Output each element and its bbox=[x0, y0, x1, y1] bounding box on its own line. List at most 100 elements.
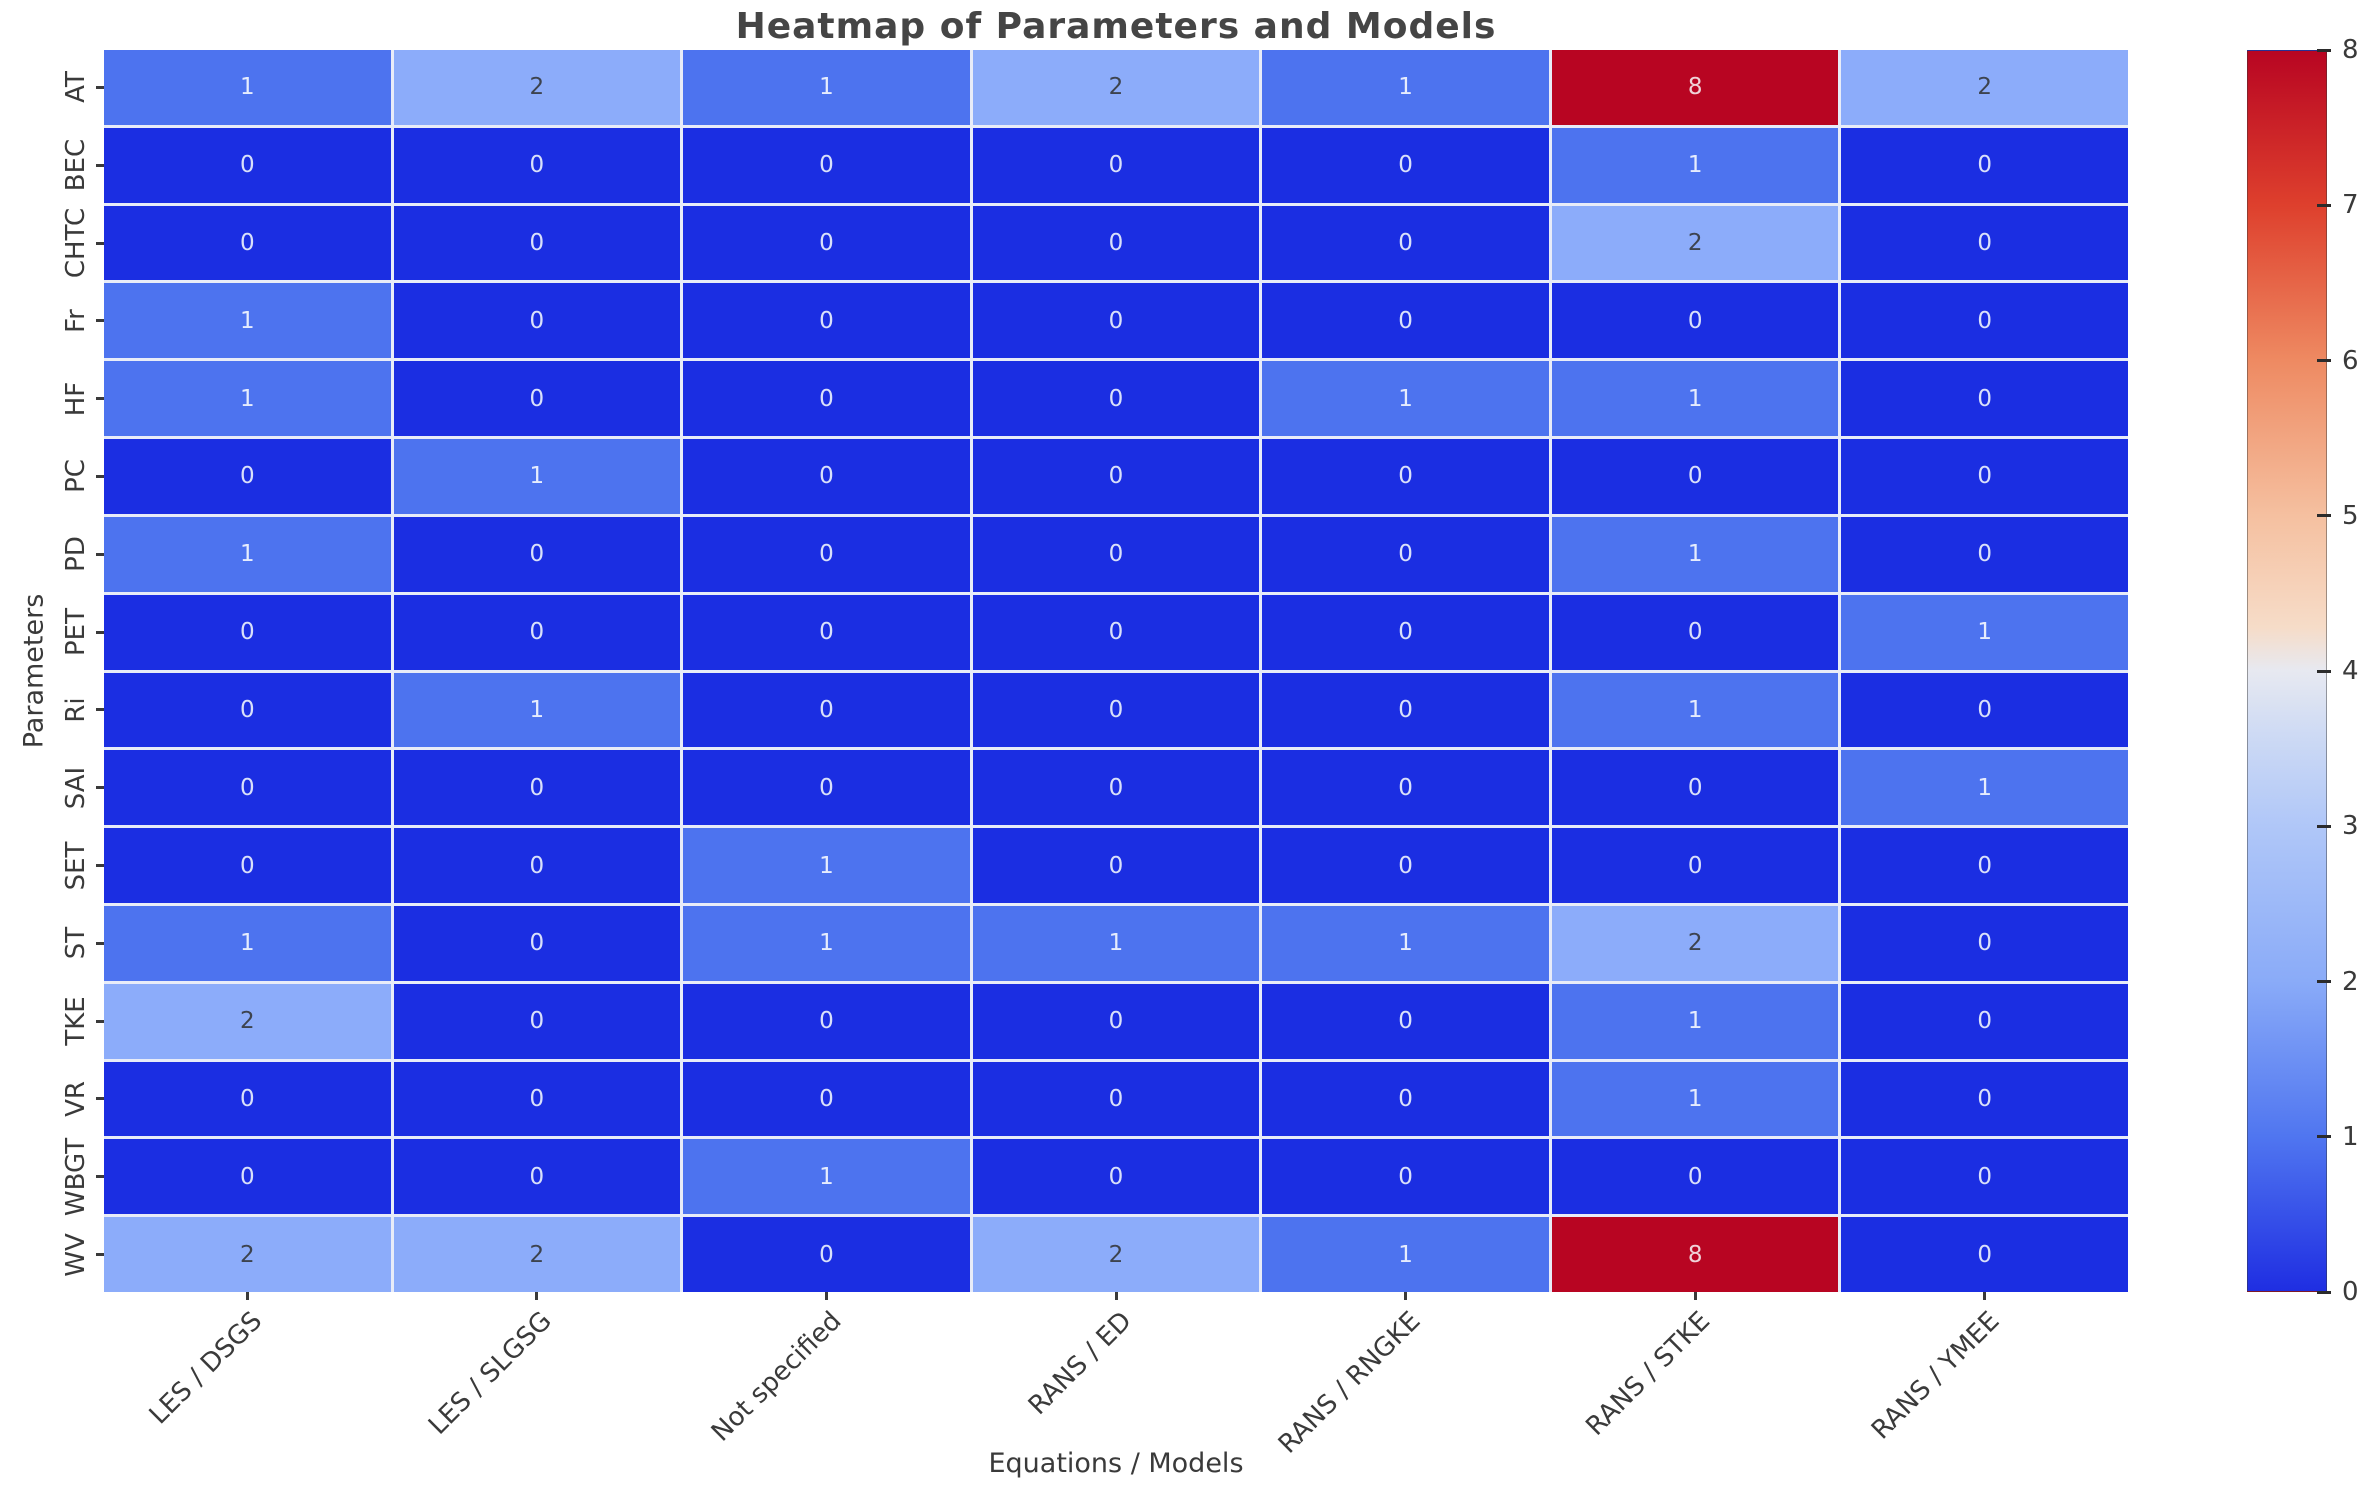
y-tick-mark bbox=[96, 552, 104, 556]
heatmap-cell: 0 bbox=[683, 127, 970, 203]
heatmap-cell: 0 bbox=[683, 516, 970, 592]
heatmap-cell: 0 bbox=[393, 1139, 681, 1215]
y-tick-mark bbox=[96, 630, 104, 634]
y-tick-label: PD bbox=[61, 536, 91, 573]
x-tick-mark bbox=[245, 1292, 249, 1300]
y-tick-label: TKE bbox=[61, 996, 91, 1046]
x-tick-label: Not specified bbox=[706, 1306, 848, 1448]
heatmap-cell: 0 bbox=[1551, 439, 1839, 514]
y-tick-mark bbox=[96, 786, 104, 790]
y-tick-mark bbox=[96, 1253, 104, 1257]
heatmap-cell: 0 bbox=[683, 983, 970, 1059]
heatmap-cell: 0 bbox=[1262, 283, 1549, 359]
heatmap-cell: 0 bbox=[1262, 828, 1549, 903]
heatmap-cell: 0 bbox=[1551, 1139, 1839, 1215]
colorbar-tick-mark bbox=[2317, 514, 2331, 518]
x-tick-mark bbox=[1693, 1292, 1697, 1300]
colorbar-tick-mark bbox=[2317, 203, 2331, 207]
heatmap-cell: 0 bbox=[1262, 516, 1549, 592]
heatmap-cell: 2 bbox=[393, 1217, 681, 1292]
heatmap-cell: 0 bbox=[393, 361, 681, 437]
x-tick-label: RANS / STKE bbox=[1580, 1306, 1717, 1442]
heatmap-cell: 1 bbox=[393, 672, 681, 748]
y-tick-mark bbox=[96, 163, 104, 167]
heatmap-cell: 1 bbox=[1551, 516, 1839, 592]
heatmap-cell: 0 bbox=[1841, 439, 2128, 514]
x-tick-label: LES / DSGS bbox=[144, 1306, 269, 1431]
heatmap-cell: 0 bbox=[1551, 828, 1839, 903]
heatmap-cell: 1 bbox=[393, 439, 681, 514]
x-tick-label: LES / SLGSG bbox=[423, 1306, 559, 1441]
heatmap-cell: 0 bbox=[393, 750, 681, 826]
heatmap-cell: 1 bbox=[683, 50, 970, 125]
heatmap-cell: 0 bbox=[1262, 1139, 1549, 1215]
heatmap-cell: 0 bbox=[1262, 750, 1549, 826]
heatmap-cell: 0 bbox=[972, 1061, 1260, 1137]
heatmap-cell: 0 bbox=[683, 439, 970, 514]
heatmap-cell: 0 bbox=[393, 283, 681, 359]
heatmap-cell: 0 bbox=[972, 828, 1260, 903]
y-tick-label: BEC bbox=[61, 139, 91, 192]
heatmap-cell: 0 bbox=[972, 283, 1260, 359]
heatmap-cell: 1 bbox=[1551, 672, 1839, 748]
heatmap-cell: 0 bbox=[683, 205, 970, 281]
x-tick-mark bbox=[535, 1292, 539, 1300]
y-tick-label: HF bbox=[61, 381, 91, 416]
heatmap-cell: 0 bbox=[683, 672, 970, 748]
heatmap-cell: 0 bbox=[1262, 439, 1549, 514]
heatmap-cell: 0 bbox=[683, 750, 970, 826]
heatmap-cell: 1 bbox=[1551, 1061, 1839, 1137]
y-tick-mark bbox=[96, 397, 104, 401]
heatmap-cell: 1 bbox=[1262, 50, 1549, 125]
heatmap-cell: 0 bbox=[1841, 361, 2128, 437]
x-tick-mark bbox=[1114, 1292, 1118, 1300]
y-tick-label: PC bbox=[61, 459, 91, 494]
colorbar-tick-label: 3 bbox=[2342, 811, 2359, 842]
heatmap-cell: 2 bbox=[972, 1217, 1260, 1292]
heatmap-cell: 0 bbox=[683, 594, 970, 670]
colorbar-tick-mark bbox=[2317, 824, 2331, 828]
heatmap-cell: 1 bbox=[1551, 127, 1839, 203]
heatmap-cell: 1 bbox=[104, 516, 391, 592]
y-tick-label: VR bbox=[61, 1081, 91, 1117]
heatmap-cell: 1 bbox=[104, 905, 391, 981]
y-tick-label: Ri bbox=[61, 697, 91, 723]
y-axis-title: Parameters bbox=[18, 593, 50, 749]
heatmap-cell: 0 bbox=[1841, 205, 2128, 281]
y-tick-label: WBGT bbox=[61, 1137, 91, 1216]
heatmap-cell: 2 bbox=[393, 50, 681, 125]
y-tick-mark bbox=[96, 1175, 104, 1179]
heatmap-cell: 0 bbox=[104, 1061, 391, 1137]
heatmap-cell: 2 bbox=[972, 50, 1260, 125]
y-tick-label: ST bbox=[61, 927, 91, 960]
heatmap-cell: 1 bbox=[1262, 1217, 1549, 1292]
y-tick-mark bbox=[96, 319, 104, 323]
y-tick-label: SET bbox=[61, 841, 91, 890]
heatmap-cell: 2 bbox=[1841, 50, 2128, 125]
heatmap-cell: 0 bbox=[1841, 1139, 2128, 1215]
heatmap-cell: 1 bbox=[1262, 361, 1549, 437]
heatmap-cell: 0 bbox=[1841, 283, 2128, 359]
heatmap-cell: 0 bbox=[1551, 283, 1839, 359]
heatmap-cell: 0 bbox=[1551, 750, 1839, 826]
heatmap-cell: 0 bbox=[104, 750, 391, 826]
heatmap-cell: 0 bbox=[1841, 828, 2128, 903]
y-tick-mark bbox=[96, 474, 104, 478]
heatmap-cell: 0 bbox=[104, 439, 391, 514]
colorbar-tick-mark bbox=[2317, 1135, 2331, 1139]
heatmap-cell: 0 bbox=[972, 516, 1260, 592]
x-tick-label: RANS / ED bbox=[1022, 1306, 1138, 1421]
heatmap-cell: 0 bbox=[1841, 516, 2128, 592]
colorbar-tick-mark bbox=[2317, 980, 2331, 983]
x-tick-mark bbox=[1983, 1292, 1987, 1300]
heatmap-cell: 0 bbox=[393, 594, 681, 670]
chart-title: Heatmap of Parameters and Models bbox=[735, 6, 1497, 47]
heatmap-cell: 8 bbox=[1551, 1217, 1839, 1292]
y-tick-mark bbox=[96, 708, 104, 712]
heatmap-cell: 0 bbox=[972, 594, 1260, 670]
heatmap-cell: 0 bbox=[1262, 983, 1549, 1059]
heatmap-cell: 0 bbox=[104, 1139, 391, 1215]
heatmap-cell: 8 bbox=[1551, 50, 1839, 125]
heatmap-cell: 1 bbox=[683, 828, 970, 903]
